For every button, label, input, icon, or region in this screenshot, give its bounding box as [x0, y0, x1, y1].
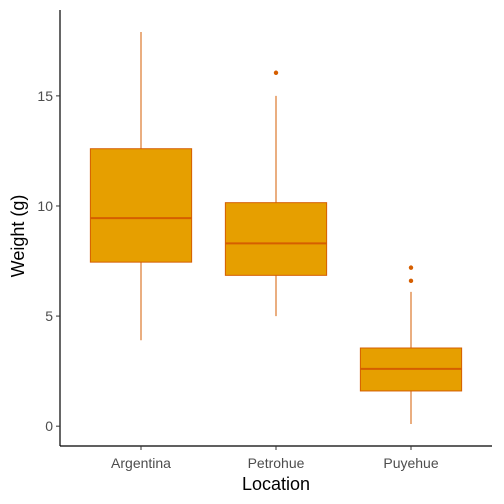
axes: 0 5 10 15 Argentina Petrohue Puyehue [37, 10, 492, 471]
plot-area [89, 32, 463, 424]
iqr-box [224, 202, 328, 276]
y-tick-label: 10 [37, 198, 53, 214]
outlier-point [408, 278, 414, 284]
y-tick-label: 15 [37, 88, 53, 104]
y-tick-label: 0 [45, 418, 53, 434]
outlier-point [408, 265, 414, 270]
outlier-point [273, 70, 279, 75]
box-group-argentina [89, 32, 193, 341]
iqr-box [89, 148, 193, 263]
y-tick-label: 5 [45, 308, 53, 324]
x-tick-label: Argentina [111, 455, 171, 471]
x-tick-label: Petrohue [248, 455, 305, 471]
x-axis-title: Location [242, 474, 310, 494]
x-tick-label: Puyehue [383, 455, 438, 471]
box-group-puyehue [359, 265, 463, 424]
y-axis-title: Weight (g) [8, 195, 28, 278]
box-group-petrohue [224, 70, 328, 317]
